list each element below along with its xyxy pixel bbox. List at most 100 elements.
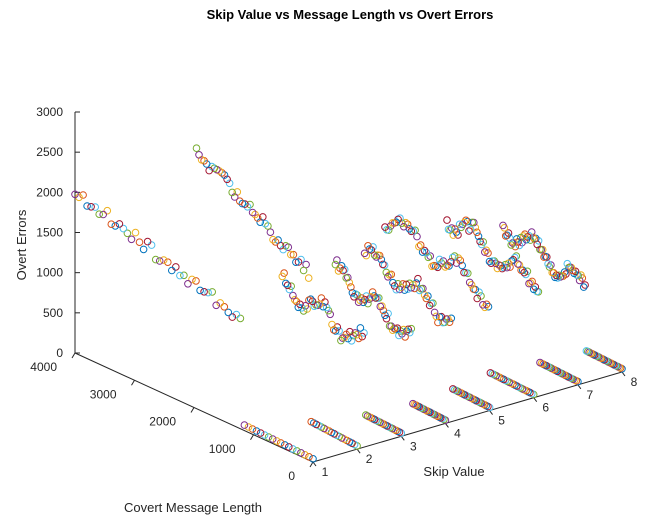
data-point	[582, 347, 591, 355]
data-point	[212, 301, 220, 310]
x-tick-mark	[445, 423, 449, 428]
data-point	[447, 314, 456, 323]
data-point	[536, 358, 544, 367]
data-point	[244, 423, 253, 431]
data-point	[71, 190, 79, 199]
data-point	[328, 320, 336, 329]
data-point	[456, 256, 465, 265]
data-point	[540, 253, 548, 261]
data-point	[285, 285, 294, 294]
data-point	[382, 268, 391, 277]
data-point	[579, 283, 588, 291]
data-point	[424, 253, 433, 262]
z-tick-label: 2000	[36, 185, 63, 199]
z-tick-label: 2500	[36, 145, 63, 159]
data-point	[370, 251, 379, 259]
data-point	[395, 331, 403, 340]
data-point	[479, 301, 487, 309]
data-point	[347, 283, 355, 291]
data-point	[374, 251, 382, 259]
data-point	[307, 417, 316, 426]
data-point	[252, 427, 261, 435]
data-point	[335, 327, 343, 335]
data-point	[577, 271, 585, 279]
data-point	[159, 256, 168, 264]
data-point	[271, 238, 280, 246]
data-point	[196, 286, 204, 295]
data-point	[425, 301, 434, 310]
axes	[74, 112, 623, 463]
data-point	[473, 228, 481, 237]
y-tick-label: 1000	[209, 442, 236, 456]
x-tick-label: 8	[631, 375, 638, 389]
data-point	[256, 429, 265, 437]
data-point	[216, 299, 224, 307]
z-tick-label: 500	[43, 306, 63, 320]
data-point	[362, 251, 371, 260]
data-point	[289, 445, 297, 453]
data-point	[544, 260, 552, 268]
data-point	[278, 272, 287, 281]
data-point	[220, 171, 229, 179]
data-point	[362, 292, 371, 300]
data-point	[282, 279, 290, 288]
data-point	[530, 235, 539, 243]
data-point	[392, 285, 401, 294]
data-point	[439, 257, 448, 265]
x-tick-label: 4	[454, 426, 461, 440]
y-tick-mark	[250, 434, 254, 441]
data-point	[465, 227, 473, 235]
data-point	[223, 175, 231, 184]
data-point	[310, 302, 319, 311]
data-point	[424, 292, 432, 300]
data-point	[240, 421, 249, 429]
data-point	[476, 237, 484, 246]
data-point	[283, 281, 292, 290]
data-point	[353, 330, 361, 339]
data-point	[444, 225, 453, 234]
data-point	[308, 297, 317, 306]
data-point	[119, 224, 128, 233]
x-tick-mark	[577, 384, 582, 390]
data-point	[477, 292, 485, 300]
x-tick-mark	[533, 397, 538, 403]
data-point	[279, 245, 288, 254]
data-point	[418, 248, 427, 256]
data-point	[131, 228, 140, 237]
y-tick-label: 4000	[30, 360, 57, 374]
z-tick-label: 1000	[36, 266, 63, 280]
data-point	[184, 280, 192, 288]
data-point	[435, 255, 444, 264]
data-point	[381, 311, 389, 320]
data-point	[261, 219, 270, 228]
data-point	[281, 242, 290, 250]
data-point	[290, 296, 299, 304]
data-point	[428, 262, 436, 271]
data-point	[246, 200, 254, 209]
data-point	[443, 216, 451, 224]
data-point	[410, 400, 419, 409]
data-point	[382, 314, 391, 323]
data-point	[276, 439, 285, 447]
z-tick-label: 3000	[36, 105, 63, 119]
data-point	[430, 308, 439, 317]
data-point	[344, 334, 352, 343]
data-point	[192, 144, 201, 152]
data-point	[404, 325, 413, 334]
data-point	[403, 220, 412, 229]
data-point	[517, 266, 525, 275]
data-point	[486, 369, 495, 377]
data-point	[232, 310, 241, 319]
data-point	[299, 266, 308, 275]
data-point	[298, 304, 306, 312]
data-point	[230, 193, 239, 201]
data-point	[501, 232, 510, 240]
data-point	[466, 225, 475, 234]
data-point	[115, 220, 124, 228]
data-point	[360, 329, 368, 337]
data-point	[294, 258, 303, 266]
data-point	[409, 399, 417, 408]
z-axis-label: Overt Errors	[14, 209, 29, 280]
data-point	[367, 293, 375, 301]
data-point	[285, 443, 293, 451]
